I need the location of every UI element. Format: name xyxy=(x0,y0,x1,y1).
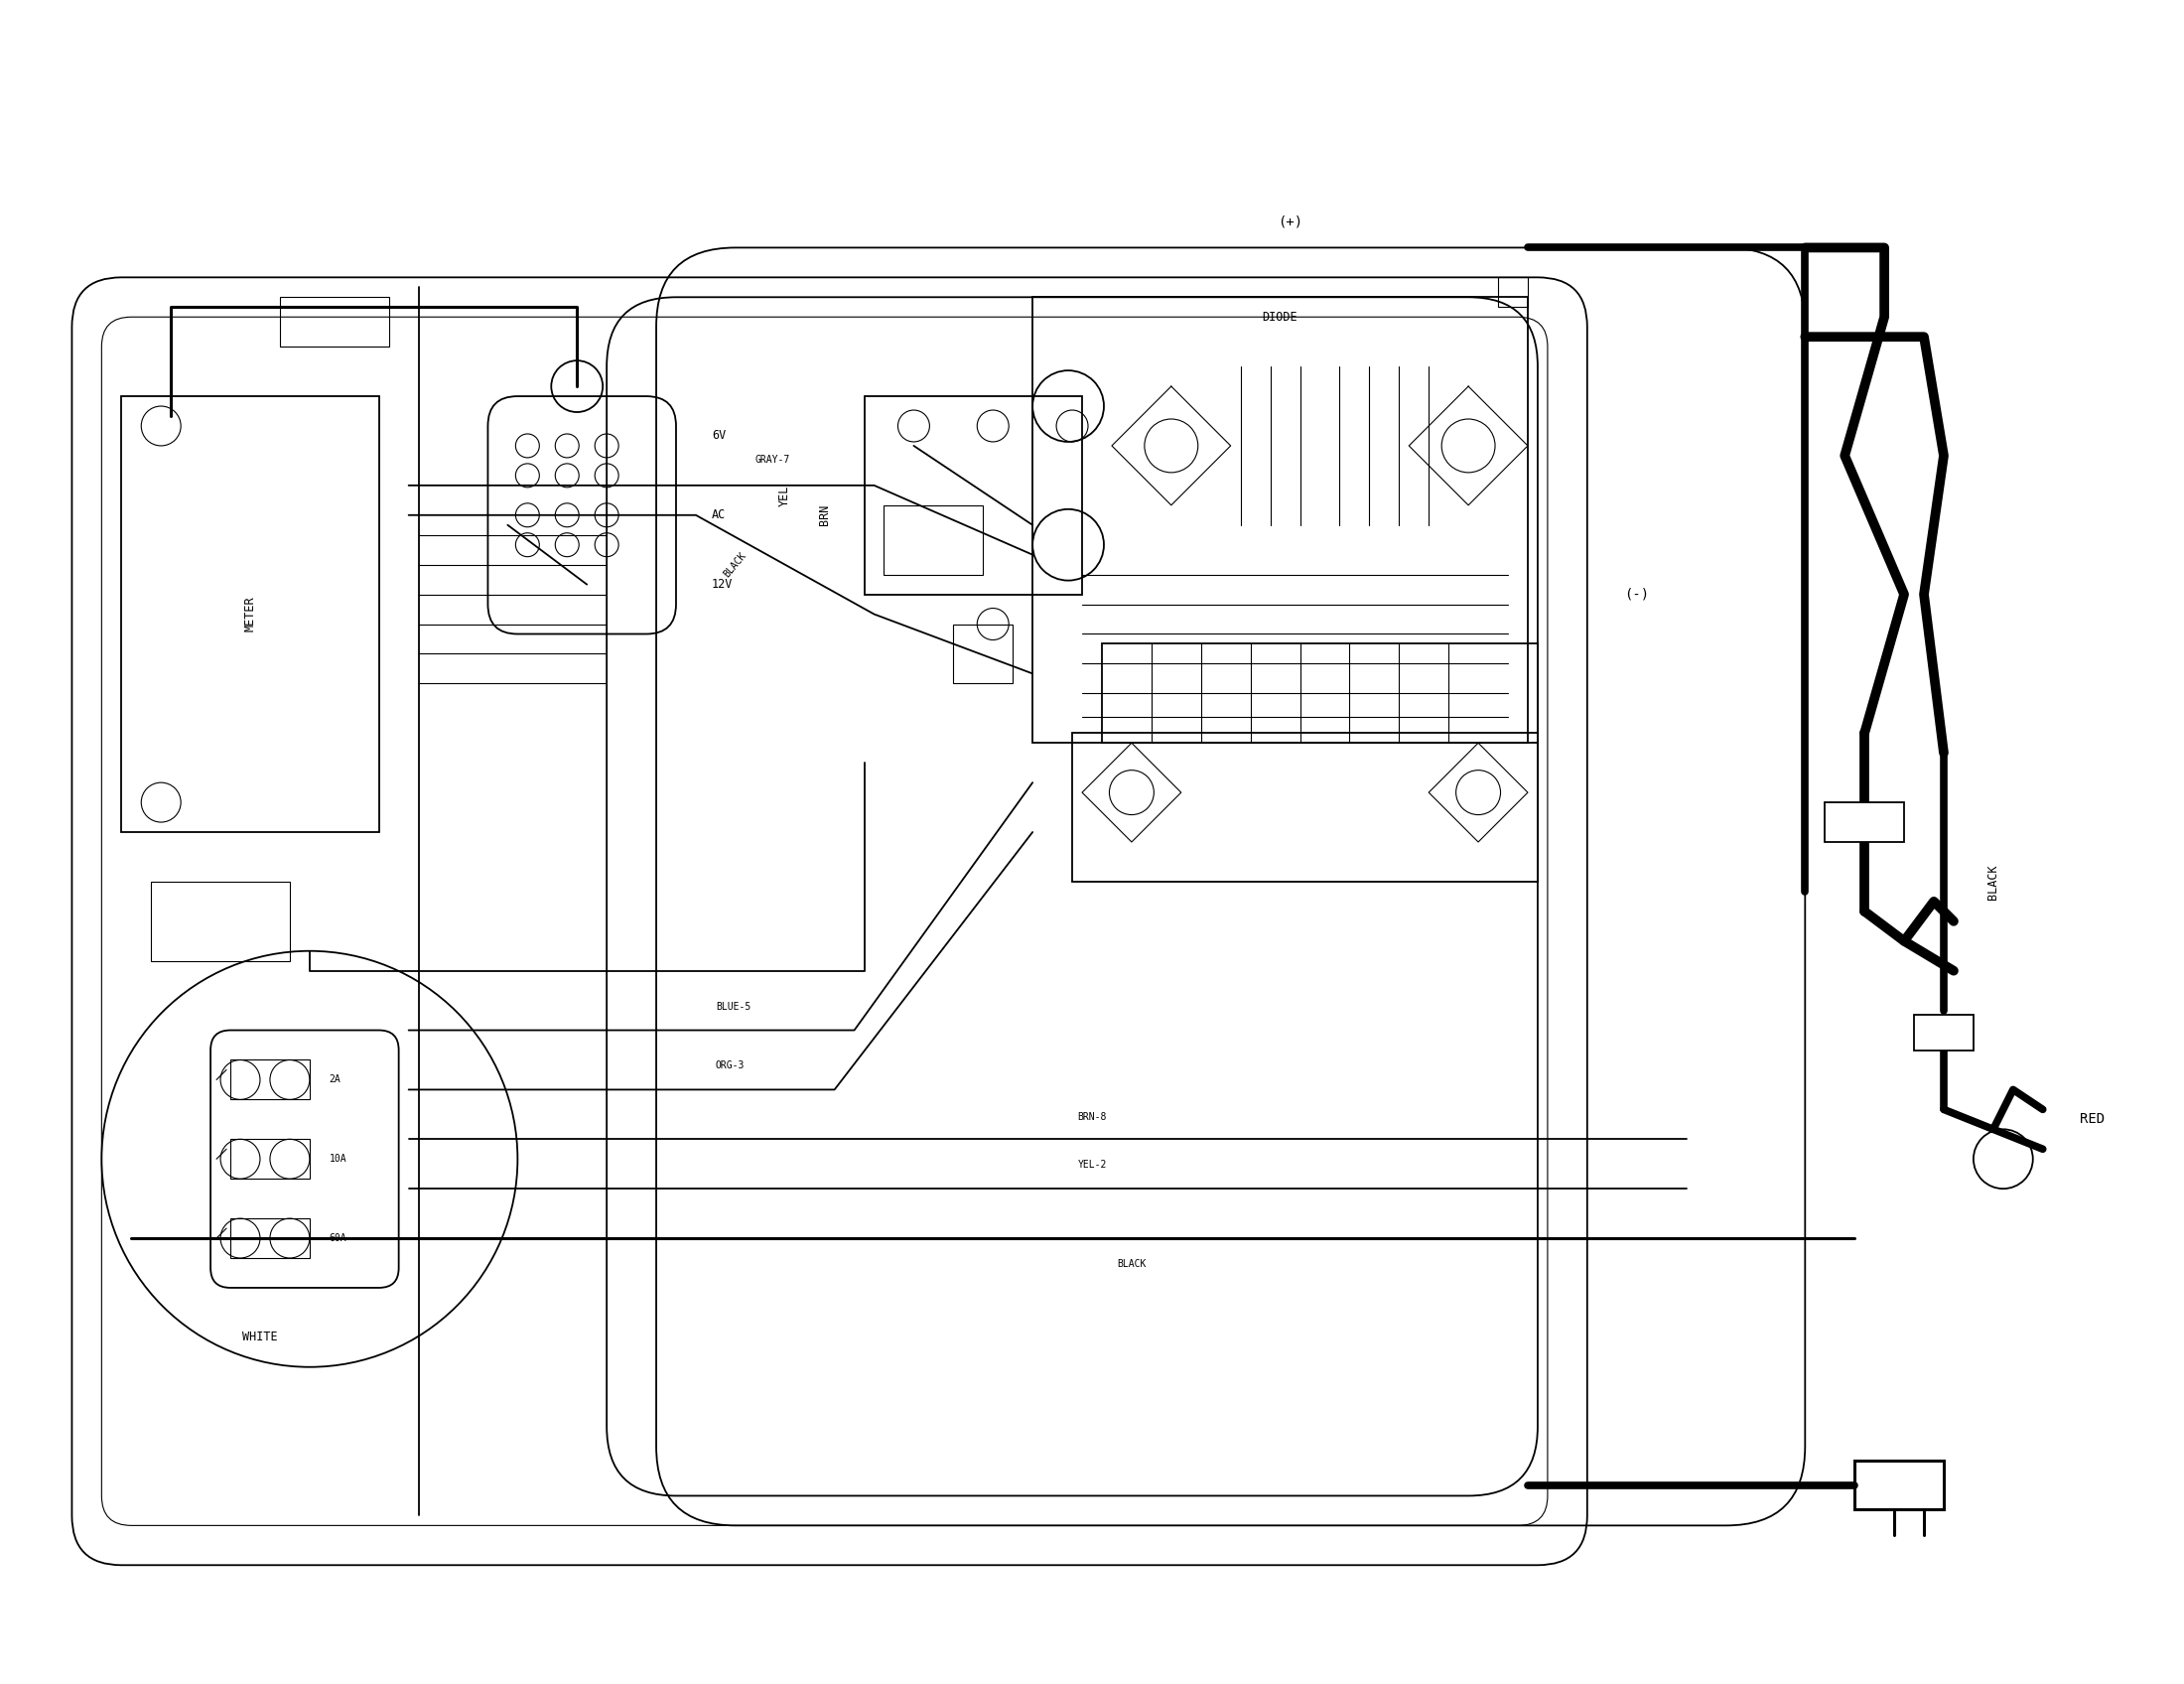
Text: YEL: YEL xyxy=(778,485,791,505)
Text: BLACK: BLACK xyxy=(723,551,749,579)
Text: 60A: 60A xyxy=(330,1233,347,1243)
Text: AC: AC xyxy=(712,509,725,522)
Text: 12V: 12V xyxy=(712,578,734,591)
Text: 6V: 6V xyxy=(712,429,725,443)
Text: BRN: BRN xyxy=(819,505,832,525)
Bar xyxy=(122,396,378,832)
Bar xyxy=(954,625,1013,684)
Bar xyxy=(1072,733,1538,882)
Bar xyxy=(229,1219,310,1258)
Bar xyxy=(1854,1460,1944,1509)
Text: METER: METER xyxy=(245,596,258,632)
Bar xyxy=(1103,643,1538,743)
Bar xyxy=(229,1138,310,1179)
Bar xyxy=(151,882,290,962)
Text: 2A: 2A xyxy=(330,1074,341,1084)
Text: (-): (-) xyxy=(1625,588,1649,601)
Bar xyxy=(229,1059,310,1100)
Bar xyxy=(865,396,1081,594)
Text: RED: RED xyxy=(2079,1113,2105,1127)
Text: ORG-3: ORG-3 xyxy=(716,1061,745,1071)
Bar xyxy=(280,296,389,347)
Text: BLACK: BLACK xyxy=(1116,1260,1147,1270)
Bar xyxy=(1498,278,1529,306)
Text: BLUE-5: BLUE-5 xyxy=(716,1002,751,1012)
Bar xyxy=(885,505,983,574)
Text: (+): (+) xyxy=(1278,216,1302,229)
Text: BRN-8: BRN-8 xyxy=(1077,1113,1107,1122)
Text: DIODE: DIODE xyxy=(1262,310,1297,323)
Bar xyxy=(1826,802,1904,842)
Bar xyxy=(1033,296,1529,743)
Text: YEL-2: YEL-2 xyxy=(1077,1160,1107,1170)
Text: GRAY-7: GRAY-7 xyxy=(756,455,791,465)
Text: 10A: 10A xyxy=(330,1154,347,1164)
Bar xyxy=(1913,1014,1974,1051)
Text: BLACK: BLACK xyxy=(1987,864,2001,899)
Text: WHITE: WHITE xyxy=(242,1330,277,1344)
